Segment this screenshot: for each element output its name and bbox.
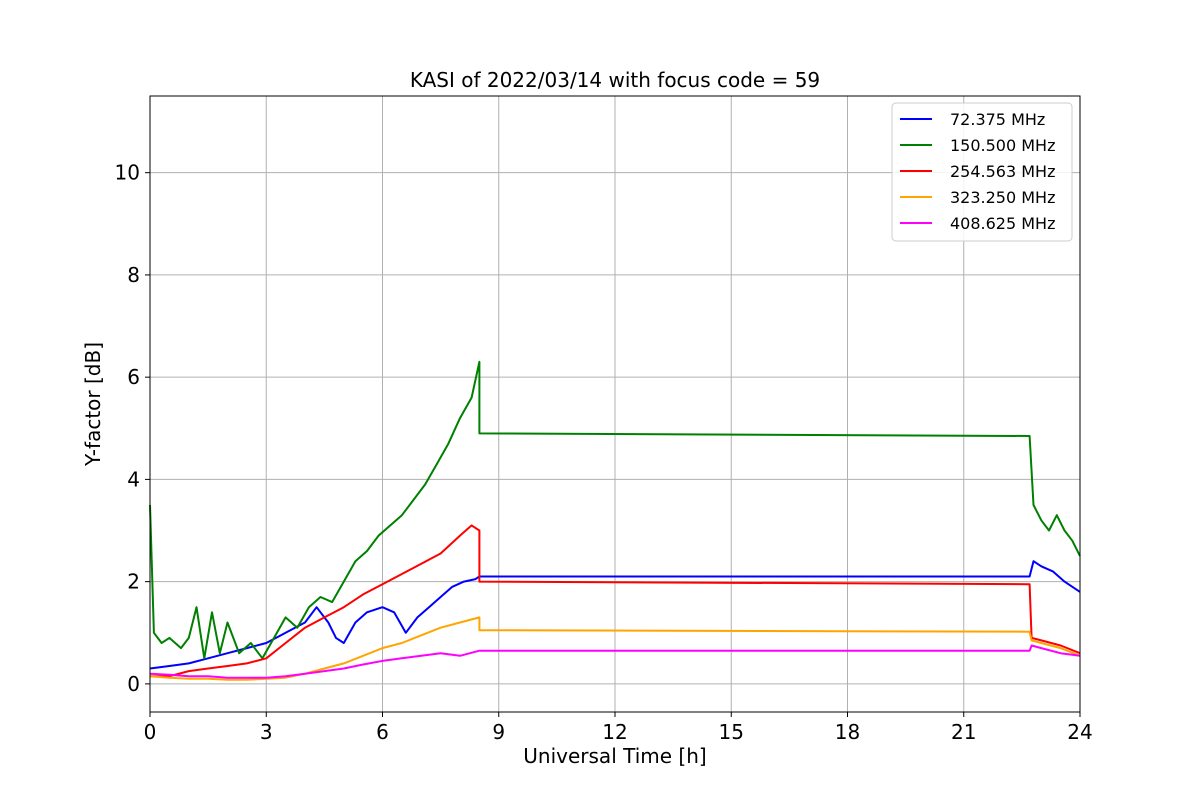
x-tick-label: 0: [144, 720, 157, 744]
x-tick-label: 15: [719, 720, 744, 744]
y-tick-label: 10: [115, 161, 140, 185]
x-tick-label: 21: [951, 720, 976, 744]
legend-label: 408.625 MHz: [950, 214, 1055, 233]
y-tick-label: 6: [127, 365, 140, 389]
y-tick-label: 0: [127, 672, 140, 696]
y-tick-label: 4: [127, 467, 140, 491]
x-tick-label: 9: [492, 720, 505, 744]
y-axis-label: Y-factor [dB]: [81, 342, 105, 467]
x-tick-label: 3: [260, 720, 273, 744]
series-line-4: [149, 644, 1081, 679]
series-line-3: [149, 616, 1081, 681]
legend-label: 150.500 MHz: [950, 136, 1055, 155]
x-tick-label: 6: [376, 720, 389, 744]
series-line-1: [149, 360, 1081, 660]
x-tick-label: 18: [835, 720, 860, 744]
legend-label: 254.563 MHz: [950, 162, 1055, 181]
series-line-2: [150, 524, 1081, 678]
chart-title: KASI of 2022/03/14 with focus code = 59: [410, 68, 820, 92]
x-tick-label: 12: [602, 720, 627, 744]
legend: 72.375 MHz 150.500 MHz 254.563 MHz 323.250 …: [891, 102, 1073, 242]
x-axis-label: Universal Time [h]: [523, 744, 706, 768]
series-line-0: [149, 560, 1081, 670]
y-tick-label: 2: [127, 570, 140, 594]
x-tick-label: 24: [1067, 720, 1092, 744]
series-layer: [149, 360, 1081, 681]
legend-box: [891, 102, 1073, 242]
y-tick-label: 8: [127, 263, 140, 287]
grid-lines: [149, 96, 1081, 712]
legend-label: 323.250 MHz: [950, 188, 1055, 207]
legend-label: 72.375 MHz: [950, 110, 1045, 129]
